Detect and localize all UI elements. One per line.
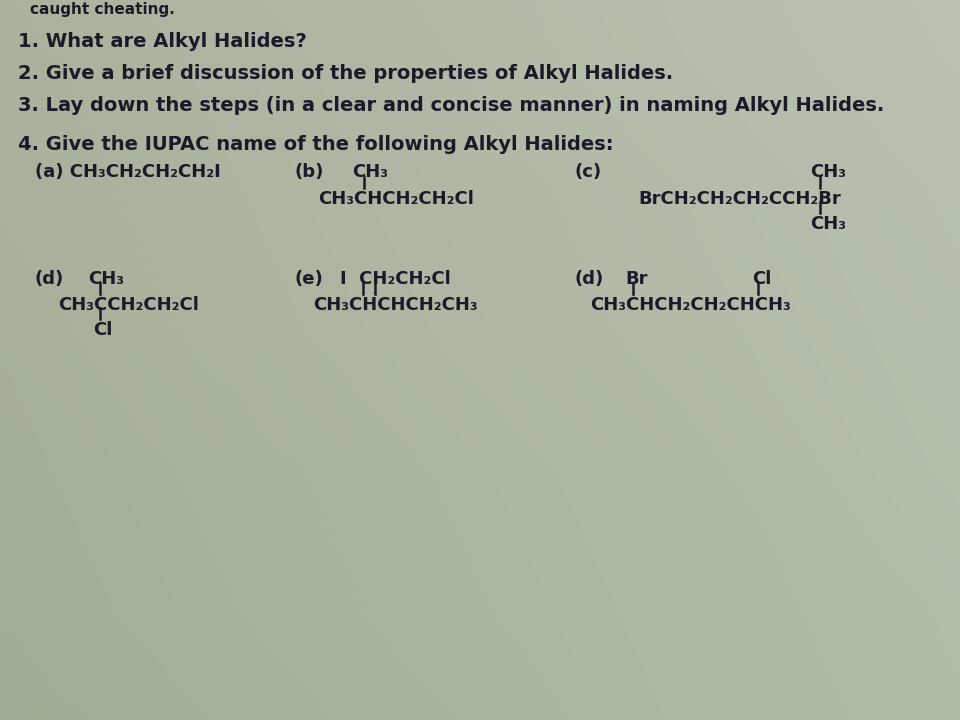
- Text: CH₃CCH₂CH₂Cl: CH₃CCH₂CH₂Cl: [58, 296, 199, 314]
- Text: CH₃CHCH₂CH₂Cl: CH₃CHCH₂CH₂Cl: [318, 190, 474, 208]
- Text: 1. What are Alkyl Halides?: 1. What are Alkyl Halides?: [18, 32, 307, 51]
- Text: I  CH₂CH₂Cl: I CH₂CH₂Cl: [340, 270, 451, 288]
- Text: CH₃CHCHCH₂CH₃: CH₃CHCHCH₂CH₃: [313, 296, 478, 314]
- Text: (b): (b): [295, 163, 324, 181]
- Text: (c): (c): [575, 163, 602, 181]
- Text: CH₃CHCH₂CH₂CHCH₃: CH₃CHCH₂CH₂CHCH₃: [590, 296, 791, 314]
- Text: (d): (d): [35, 270, 64, 288]
- Text: CH₃: CH₃: [810, 215, 846, 233]
- Text: CH₃: CH₃: [810, 163, 846, 181]
- Text: CH₃: CH₃: [88, 270, 124, 288]
- Text: Cl: Cl: [93, 321, 112, 339]
- Text: 3. Lay down the steps (in a clear and concise manner) in naming Alkyl Halides.: 3. Lay down the steps (in a clear and co…: [18, 96, 884, 115]
- Text: CH₃: CH₃: [352, 163, 388, 181]
- Text: 2. Give a brief discussion of the properties of Alkyl Halides.: 2. Give a brief discussion of the proper…: [18, 64, 673, 83]
- Text: (a) CH₃CH₂CH₂CH₂I: (a) CH₃CH₂CH₂CH₂I: [35, 163, 221, 181]
- Text: Br: Br: [625, 270, 647, 288]
- Text: (e): (e): [295, 270, 324, 288]
- Text: 4. Give the IUPAC name of the following Alkyl Halides:: 4. Give the IUPAC name of the following …: [18, 135, 613, 154]
- Text: BrCH₂CH₂CH₂CCH₂Br: BrCH₂CH₂CH₂CCH₂Br: [638, 190, 841, 208]
- Text: caught cheating.: caught cheating.: [30, 2, 175, 17]
- Text: (d): (d): [575, 270, 604, 288]
- Text: Cl: Cl: [752, 270, 772, 288]
